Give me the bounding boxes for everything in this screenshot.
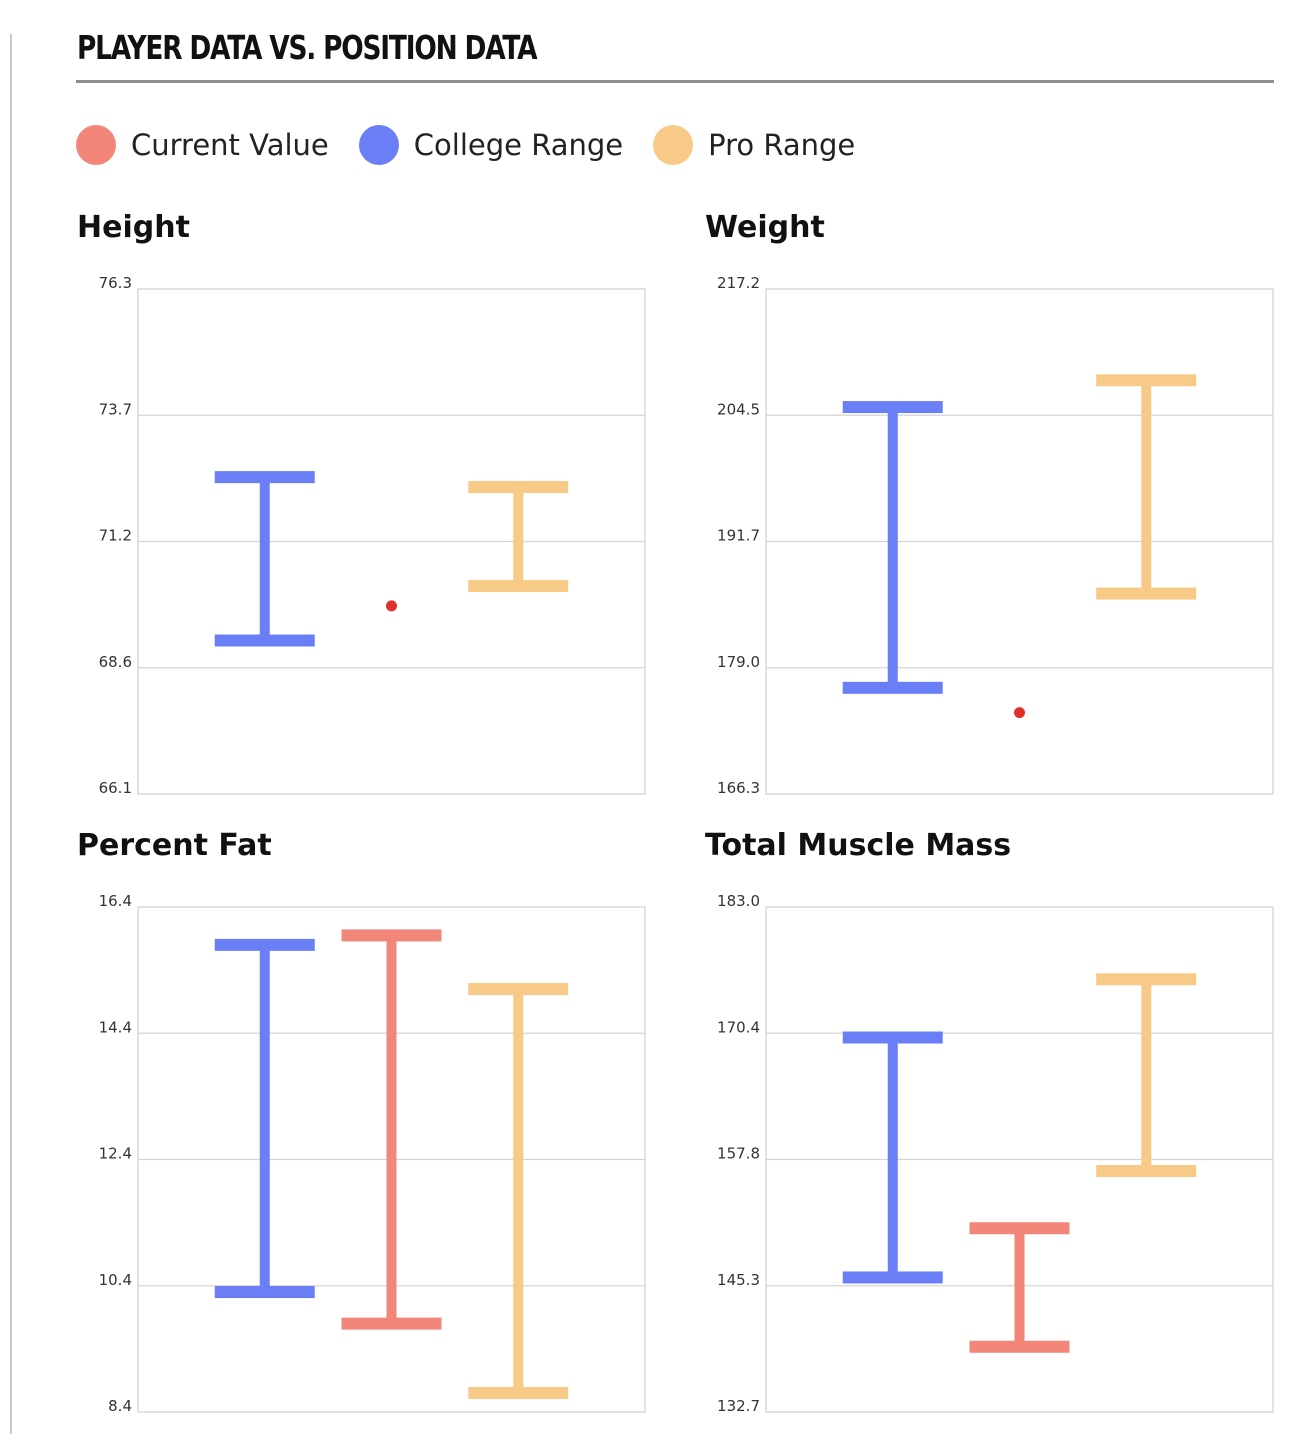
height-y-tick-label: 71.2 [99,527,132,545]
percent-fat-college-range-low-cap [214,1286,315,1299]
weight-pro-range-high-cap [1096,374,1197,387]
total-muscle-mass-y-tick-label: 170.4 [717,1018,760,1036]
chart-panel-height: Height 66.1 68.6 71.2 73.7 76.3 [76,210,676,810]
percent-fat-college-range-high-cap [214,938,315,951]
chart-title-total-muscle-mass: Total Muscle Mass [705,828,1012,863]
legend-swatch-college-range [358,125,399,165]
height-y-tick-label: 66.1 [99,779,132,797]
chart-weight-svg: 166.3 179.0 191.7 204.5 217.2 [717,274,1274,797]
height-college-range-low-cap [214,634,315,647]
percent-fat-current-value-range-bar [341,929,442,1330]
total-muscle-mass-current-value-range-bar [969,1222,1070,1353]
weight-y-tick-label: 217.2 [717,274,760,292]
height-y-tick-label: 68.6 [99,653,132,671]
total-muscle-mass-pro-range-high-cap [1096,973,1197,986]
weight-y-tick-label: 166.3 [717,779,760,797]
legend: Current Value College Range Pro Range [76,124,885,166]
total-muscle-mass-college-range-low-cap [842,1271,943,1284]
weight-pro-range-range-bar [1096,374,1197,600]
chart-panel-percent-fat: Percent Fat 8.4 10.4 12.4 14.4 16.4 [76,828,676,1428]
percent-fat-y-tick-label: 10.4 [99,1271,132,1289]
legend-label-current-value: Current Value [131,128,329,162]
chart-panel-weight: Weight 166.3 179.0 191.7 204.5 217.2 [704,210,1294,810]
percent-fat-pro-range-range-bar [468,983,569,1400]
legend-swatch-pro-range [653,125,694,165]
title-underline [76,80,1274,83]
total-muscle-mass-y-tick-label: 157.8 [717,1145,760,1163]
total-muscle-mass-y-tick-label: 183.0 [717,892,760,910]
chart-percent-fat-svg: 8.4 10.4 12.4 14.4 16.4 [99,892,646,1415]
weight-y-tick-label: 191.7 [717,527,760,545]
weight-y-tick-label: 179.0 [717,653,760,671]
weight-y-tick-label: 204.5 [717,400,760,418]
chart-height-svg: 66.1 68.6 71.2 73.7 76.3 [99,274,646,797]
chart-title-percent-fat: Percent Fat [77,828,272,863]
height-y-tick-label: 73.7 [99,400,132,418]
percent-fat-y-tick-label: 14.4 [99,1018,132,1036]
weight-current-value-point [1014,707,1025,719]
weight-college-range-high-cap [842,401,943,414]
legend-label-college-range: College Range [413,128,624,162]
total-muscle-mass-y-tick-label: 145.3 [717,1271,760,1289]
percent-fat-y-tick-label: 12.4 [99,1145,132,1163]
chart-title-weight: Weight [705,210,825,245]
height-pro-range-high-cap [468,481,569,494]
total-muscle-mass-pro-range-range-bar [1096,973,1197,1178]
legend-swatch-current-value [76,125,116,165]
percent-fat-y-tick-label: 16.4 [99,892,132,910]
chart-panel-total-muscle-mass: Total Muscle Mass 132.7 145.3 157.8 170.4 18… [704,828,1294,1428]
weight-college-range-low-cap [842,681,943,694]
chart-title-height: Height [77,210,190,245]
total-muscle-mass-current-value-high-cap [969,1222,1070,1235]
percent-fat-y-tick-label: 8.4 [108,1397,132,1415]
percent-fat-current-value-high-cap [341,929,442,942]
total-muscle-mass-college-range-range-bar [842,1031,943,1284]
weight-college-range-range-bar [842,401,943,694]
total-muscle-mass-y-tick-label: 132.7 [717,1397,760,1415]
height-pro-range-range-bar [468,481,569,593]
weight-pro-range-low-cap [1096,587,1197,600]
page-title: PLAYER DATA VS. POSITION DATA [77,28,538,67]
legend-item-college-range: College Range [358,125,624,165]
height-pro-range-low-cap [468,580,569,593]
height-college-range-range-bar [214,471,315,647]
total-muscle-mass-pro-range-low-cap [1096,1165,1197,1178]
height-college-range-high-cap [214,471,315,484]
percent-fat-pro-range-high-cap [468,983,569,996]
height-y-tick-label: 76.3 [99,274,132,292]
legend-item-current-value: Current Value [76,125,329,165]
total-muscle-mass-current-value-low-cap [969,1340,1070,1353]
legend-label-pro-range: Pro Range [708,128,856,162]
legend-item-pro-range: Pro Range [653,125,855,165]
percent-fat-current-value-low-cap [341,1317,442,1330]
chart-total-muscle-mass-svg: 132.7 145.3 157.8 170.4 183.0 [717,892,1274,1415]
percent-fat-college-range-range-bar [214,938,315,1299]
total-muscle-mass-college-range-high-cap [842,1031,943,1044]
height-current-value-point [386,600,397,612]
percent-fat-pro-range-low-cap [468,1387,569,1400]
page-left-rule [10,34,12,1434]
